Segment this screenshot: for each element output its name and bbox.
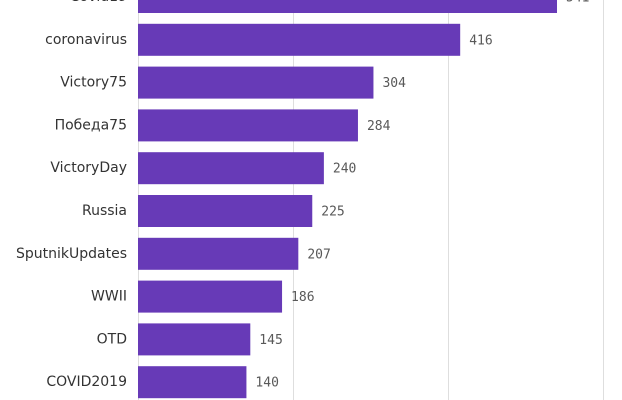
category-label-3: Победа75 [55, 117, 127, 133]
category-labels: Covid19 coronavirus Victory75 Победа75 Victo… [16, 0, 127, 390]
value-label-6: 207 [307, 247, 330, 262]
value-label-5: 225 [321, 205, 344, 220]
value-label-3: 284 [367, 119, 391, 134]
value-label-9: 140 [255, 376, 278, 391]
value-label-8: 145 [259, 333, 282, 348]
bar-5 [138, 195, 313, 227]
category-label-4: VictoryDay [50, 160, 127, 176]
value-label-7: 186 [291, 290, 314, 305]
bar-2 [138, 66, 374, 99]
value-labels: 541 416 304 284 240 225 207 186 145 140 [255, 0, 589, 391]
category-label-0: Covid19 [70, 0, 127, 5]
category-label-1: coronavirus [45, 32, 127, 48]
category-label-8: OTD [97, 331, 127, 347]
value-label-4: 240 [333, 162, 356, 177]
category-label-9: COVID2019 [46, 374, 127, 390]
category-label-6: SputnikUpdates [16, 246, 127, 262]
bar-4 [138, 152, 324, 185]
bar-0 [138, 0, 558, 13]
bar-8 [138, 323, 251, 356]
bar-1 [138, 23, 461, 56]
bar-9 [138, 366, 247, 399]
bar-3 [138, 109, 358, 142]
bar-6 [138, 237, 299, 270]
value-label-0: 541 [566, 0, 589, 6]
category-label-5: Russia [82, 203, 127, 219]
category-label-2: Victory75 [60, 75, 127, 91]
bars [138, 0, 558, 399]
value-label-1: 416 [469, 33, 492, 48]
value-label-2: 304 [382, 76, 406, 91]
bar-7 [138, 280, 283, 313]
category-label-7: WWII [91, 289, 127, 305]
